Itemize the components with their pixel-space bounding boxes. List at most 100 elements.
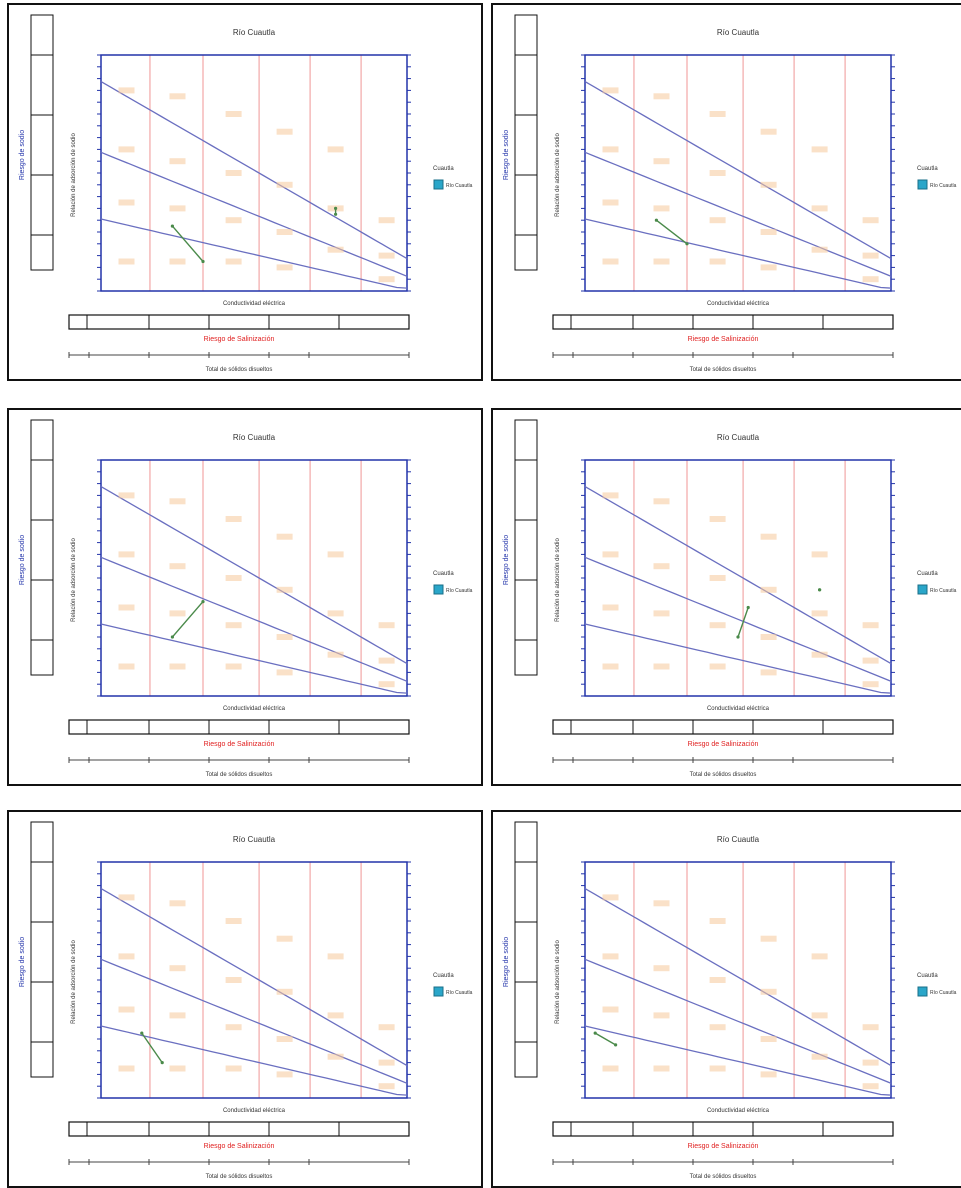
sar-diagram-3: Riesgo de sodio Río Cuautla Conductividad … (19, 419, 473, 778)
data-point (334, 206, 338, 210)
chart-title: Río Cuautla (717, 28, 760, 37)
zone-label-mark (862, 657, 879, 664)
chart-title: Río Cuautla (233, 28, 276, 37)
zone-label-mark (169, 610, 186, 617)
zone-label-mark (225, 111, 242, 117)
sodium-hazard-curve (100, 623, 408, 694)
zone-label-mark (602, 146, 619, 153)
zone-label-mark (653, 900, 670, 907)
zone-label-mark (653, 258, 670, 265)
sodium-hazard-curve (100, 1025, 408, 1096)
legend-swatch (433, 584, 444, 595)
sodium-hazard-curve (100, 888, 408, 1067)
zone-label-mark (653, 93, 670, 100)
data-trace (594, 1032, 616, 1046)
zone-label-mark (276, 634, 293, 640)
zone-label-mark (118, 87, 135, 94)
zone-label-mark (169, 158, 186, 165)
y-axis-label: Relación de adsorción de sodio (555, 939, 561, 1023)
zone-label-mark (602, 1065, 619, 1072)
zone-label-mark (327, 246, 344, 253)
zone-label-mark (169, 498, 186, 505)
tds-axis-label: Total de sólidos disueltos (206, 1174, 273, 1180)
zone-label-mark (760, 586, 777, 593)
chart-title: Río Cuautla (717, 433, 760, 442)
sar-diagram-2: Riesgo de sodio Río Cuautla Conductividad … (503, 14, 957, 373)
zone-label-mark (602, 551, 619, 558)
legend-title: Cuautla (433, 571, 454, 577)
zone-label-mark (709, 575, 726, 581)
legend-title: Cuautla (917, 973, 938, 979)
sodium-hazard-curve (100, 81, 408, 260)
zone-label-mark (118, 953, 135, 960)
y-axis-label: Relación de adsorción de sodio (555, 537, 561, 621)
legend-swatch (917, 986, 928, 997)
tds-axis-label: Total de sólidos disueltos (690, 1174, 757, 1180)
zone-label-mark (709, 977, 726, 983)
data-trace (171, 225, 204, 262)
data-trace (737, 607, 749, 638)
zone-label-mark (378, 217, 395, 224)
y-axis-label: Relación de adsorción de sodio (71, 939, 77, 1023)
sodium-risk-title: Riesgo de sodio (503, 130, 510, 180)
zone-label-mark (225, 575, 242, 581)
zone-label-mark (169, 563, 186, 570)
sodium-hazard-curve (584, 486, 892, 665)
y-axis-label: Relación de adsorción de sodio (71, 132, 77, 216)
zone-label-mark (653, 1065, 670, 1072)
zone-label-mark (276, 229, 293, 235)
zone-label-mark (276, 128, 293, 135)
zone-label-mark (118, 492, 135, 499)
zone-label-mark (811, 953, 828, 960)
legend-swatch (917, 179, 928, 190)
sodium-class-column (514, 821, 538, 1078)
zone-label-mark (709, 918, 726, 924)
y-axis-label: Relación de adsorción de sodio (71, 537, 77, 621)
zone-label-mark (760, 181, 777, 188)
zone-label-mark (378, 1059, 395, 1066)
data-point (170, 635, 174, 639)
zone-label-mark (602, 199, 619, 206)
zone-label-mark (276, 1071, 293, 1078)
zone-label-mark (811, 1053, 828, 1060)
sodium-risk-title: Riesgo de sodio (19, 937, 26, 987)
zone-label-mark (709, 111, 726, 117)
y-axis-label: Relación de adsorción de sodio (555, 132, 561, 216)
zone-label-mark (276, 586, 293, 593)
zone-label-mark (225, 516, 242, 522)
legend-item-label: Río Cuautla (930, 990, 957, 996)
panel-2: Riesgo de sodio Río Cuautla Conductividad … (491, 3, 961, 381)
data-point (140, 1031, 144, 1035)
zone-label-mark (276, 669, 293, 676)
zone-label-mark (760, 935, 777, 942)
zone-label-mark (602, 258, 619, 265)
zone-label-mark (327, 1053, 344, 1060)
data-point (746, 605, 750, 610)
zone-label-mark (760, 128, 777, 135)
zone-label-mark (760, 988, 777, 995)
sodium-class-column (30, 419, 54, 676)
zone-label-mark (862, 1059, 879, 1066)
zone-label-mark (602, 663, 619, 670)
zone-label-mark (378, 657, 395, 664)
sodium-hazard-curve (100, 556, 408, 682)
zone-label-mark (709, 1024, 726, 1031)
x-axis-label: Conductividad eléctrica (707, 1108, 770, 1114)
legend-swatch (433, 179, 444, 190)
zone-label-mark (327, 146, 344, 153)
sar-diagram-5: Riesgo de sodio Río Cuautla Conductividad … (19, 821, 473, 1180)
tds-axis-label: Total de sólidos disueltos (206, 367, 273, 373)
data-trace (171, 601, 204, 638)
zone-label-mark (811, 146, 828, 153)
zone-label-mark (811, 205, 828, 212)
zone-label-mark (276, 533, 293, 540)
zone-label-mark (653, 158, 670, 165)
tds-axis-label: Total de sólidos disueltos (690, 367, 757, 373)
zone-label-mark (760, 229, 777, 235)
sodium-class-column (514, 419, 538, 676)
data-trace (655, 219, 688, 245)
zone-label-mark (327, 651, 344, 658)
sodium-class-column (30, 14, 54, 271)
zone-label-mark (760, 264, 777, 271)
zone-label-mark (653, 205, 670, 212)
